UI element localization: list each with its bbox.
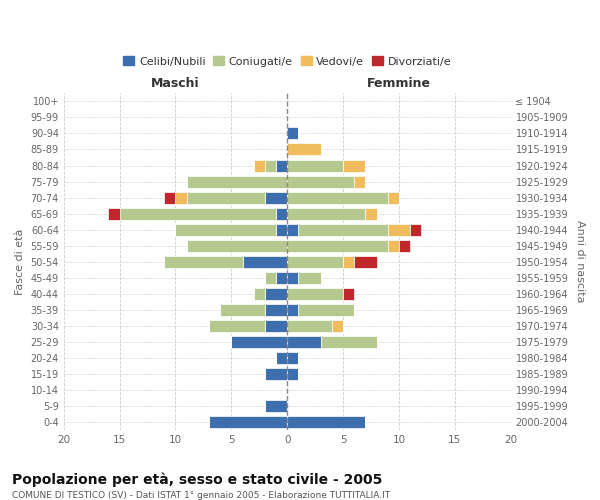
Bar <box>265 368 287 380</box>
Bar <box>265 304 287 316</box>
Bar <box>109 208 119 220</box>
Bar <box>388 240 399 252</box>
Bar <box>287 272 298 284</box>
Bar <box>287 176 354 188</box>
Bar <box>187 240 287 252</box>
Bar <box>298 224 388 235</box>
Y-axis label: Anni di nascita: Anni di nascita <box>575 220 585 303</box>
Bar <box>119 208 276 220</box>
Bar <box>175 192 187 203</box>
Bar <box>287 336 321 348</box>
Bar <box>332 320 343 332</box>
Bar <box>254 288 265 300</box>
Bar <box>265 160 276 172</box>
Text: Popolazione per età, sesso e stato civile - 2005: Popolazione per età, sesso e stato civil… <box>12 472 382 487</box>
Legend: Celibi/Nubili, Coniugati/e, Vedovi/e, Divorziati/e: Celibi/Nubili, Coniugati/e, Vedovi/e, Di… <box>119 52 455 71</box>
Bar <box>343 288 354 300</box>
Bar <box>287 208 365 220</box>
Bar <box>287 288 343 300</box>
Bar <box>287 352 298 364</box>
Bar <box>276 352 287 364</box>
Bar <box>164 256 242 268</box>
Bar <box>287 240 388 252</box>
Bar <box>254 160 265 172</box>
Bar <box>164 192 175 203</box>
Bar <box>287 416 365 428</box>
Text: COMUNE DI TESTICO (SV) - Dati ISTAT 1° gennaio 2005 - Elaborazione TUTTITALIA.IT: COMUNE DI TESTICO (SV) - Dati ISTAT 1° g… <box>12 491 390 500</box>
Bar <box>287 304 298 316</box>
Text: Maschi: Maschi <box>151 77 200 90</box>
Bar <box>298 304 354 316</box>
Bar <box>209 416 287 428</box>
Bar <box>287 320 332 332</box>
Bar <box>388 192 399 203</box>
Bar <box>321 336 377 348</box>
Text: Femmine: Femmine <box>367 77 431 90</box>
Bar <box>399 240 410 252</box>
Bar <box>242 256 287 268</box>
Bar <box>298 272 321 284</box>
Bar <box>343 256 354 268</box>
Bar <box>287 192 388 203</box>
Bar <box>265 272 276 284</box>
Bar <box>410 224 421 235</box>
Bar <box>209 320 265 332</box>
Bar <box>232 336 287 348</box>
Bar <box>287 224 298 235</box>
Bar <box>287 144 321 156</box>
Bar <box>265 288 287 300</box>
Bar <box>187 176 287 188</box>
Bar <box>343 160 365 172</box>
Bar <box>354 176 365 188</box>
Bar <box>365 208 377 220</box>
Bar <box>175 224 276 235</box>
Bar <box>276 160 287 172</box>
Bar <box>276 272 287 284</box>
Bar <box>287 128 298 140</box>
Bar <box>276 224 287 235</box>
Bar <box>287 368 298 380</box>
Bar <box>287 160 343 172</box>
Bar <box>265 320 287 332</box>
Bar <box>388 224 410 235</box>
Bar <box>220 304 265 316</box>
Bar <box>276 208 287 220</box>
Bar <box>287 256 343 268</box>
Y-axis label: Fasce di età: Fasce di età <box>15 228 25 295</box>
Bar <box>354 256 377 268</box>
Bar <box>265 192 287 203</box>
Bar <box>265 400 287 412</box>
Bar <box>187 192 265 203</box>
